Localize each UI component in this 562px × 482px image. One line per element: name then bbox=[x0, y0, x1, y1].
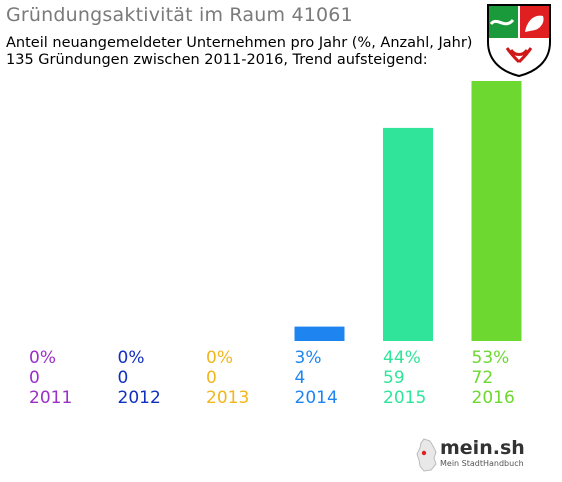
percent-label-2016: 53% bbox=[471, 348, 510, 368]
count-label-2011: 0 bbox=[29, 368, 40, 388]
germany-map-icon bbox=[416, 438, 437, 472]
nrw-coat-of-arms-icon bbox=[487, 4, 551, 78]
year-label-2015: 2015 bbox=[383, 388, 427, 408]
year-label-2012: 2012 bbox=[117, 388, 161, 408]
brand-tagline: Mein StadtHandbuch bbox=[440, 459, 524, 468]
count-label-2016: 72 bbox=[471, 368, 494, 388]
bar-2016 bbox=[471, 81, 522, 341]
year-label-2013: 2013 bbox=[206, 388, 250, 408]
percent-label-2011: 0% bbox=[29, 348, 56, 368]
year-label-2011: 2011 bbox=[29, 388, 73, 408]
percent-label-2014: 3% bbox=[294, 348, 322, 368]
percent-label-2012: 0% bbox=[117, 348, 145, 368]
count-label-2012: 0 bbox=[117, 368, 129, 388]
chart-title: Gründungsaktivität im Raum 41061 bbox=[6, 4, 353, 26]
percent-label-2013: 0% bbox=[206, 348, 233, 368]
year-label-2016: 2016 bbox=[471, 388, 515, 408]
chart-subtitle: Anteil neuangemeldeter Unternehmen pro J… bbox=[6, 35, 473, 51]
count-label-2015: 59 bbox=[383, 368, 405, 388]
bar-2015 bbox=[383, 127, 433, 342]
brand-name: mein.sh bbox=[440, 437, 525, 459]
brand-logo[interactable]: mein.sh Mein StadtHandbuch bbox=[414, 434, 525, 476]
count-label-2013: 0 bbox=[206, 368, 217, 388]
bar-2014 bbox=[294, 326, 345, 341]
chart-summary: 135 Gründungen zwischen 2011-2016, Trend… bbox=[6, 52, 428, 68]
year-label-2014: 2014 bbox=[294, 388, 338, 408]
count-label-2014: 4 bbox=[294, 368, 306, 388]
percent-label-2015: 44% bbox=[383, 348, 421, 368]
